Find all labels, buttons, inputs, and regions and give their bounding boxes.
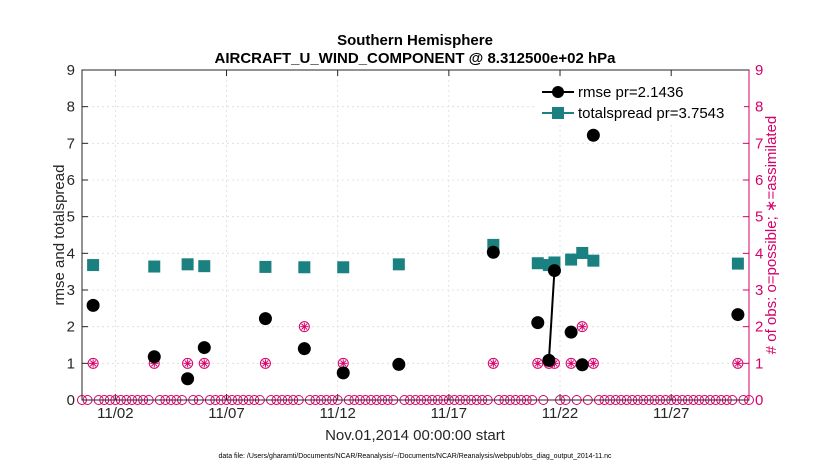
y-ticks-right: 0 1 2 3 4 5 6 7 8 9	[743, 62, 763, 409]
y-right-tick-label: 7	[755, 135, 763, 152]
totalspread-point	[259, 260, 272, 273]
totalspread-point	[337, 261, 350, 274]
legend-box	[534, 80, 744, 124]
y-axis-label-right: # of obs: o=possible; ∗=assimilated	[763, 116, 780, 355]
legend-totalspread-marker	[552, 107, 564, 119]
rmse-point	[336, 366, 350, 380]
x-tick-label: 11/02	[97, 405, 133, 422]
obs-assimilated-marker	[733, 359, 742, 368]
rmse-point	[197, 341, 211, 355]
x-tick-label: 11/27	[653, 405, 689, 422]
y-right-tick-label: 8	[755, 99, 763, 116]
totalspread-point	[298, 261, 311, 274]
totalspread-point	[587, 254, 600, 267]
rmse-point	[147, 350, 161, 364]
y-tick-label: 8	[67, 99, 75, 116]
y-tick-label: 3	[67, 282, 75, 299]
rmse-point	[392, 357, 406, 371]
obs-possible-marker	[532, 357, 544, 369]
obs-assimilated-marker	[578, 322, 587, 331]
totalspread-point	[576, 246, 589, 259]
totalspread-point	[565, 253, 578, 266]
rmse-line-segment	[547, 270, 556, 361]
rmse-point	[564, 325, 578, 339]
rmse-point	[486, 245, 500, 259]
plot-area	[82, 70, 749, 400]
rmse-point	[586, 128, 600, 142]
y-tick-label: 1	[67, 355, 75, 372]
obs-possible-marker	[259, 357, 271, 369]
y-right-tick-label: 4	[755, 245, 763, 262]
y-right-tick-label: 2	[755, 319, 763, 336]
obs-assimilated-marker	[89, 359, 98, 368]
totalspread-point	[392, 258, 405, 271]
obs-assimilated-marker	[589, 359, 598, 368]
obs-assimilated-marker	[200, 359, 209, 368]
obs-possible-marker	[182, 357, 194, 369]
x-tick-label: 11/17	[431, 405, 467, 422]
x-tick-label: 11/12	[319, 405, 355, 422]
y-axis-label: rmse and totalspread	[51, 165, 68, 306]
y-tick-label: 0	[67, 392, 75, 409]
y-right-tick-label: 3	[755, 282, 763, 299]
y-tick-label: 9	[67, 62, 75, 79]
obs-assimilated-marker	[300, 322, 309, 331]
rmse-point	[542, 353, 556, 367]
rmse-point	[575, 358, 589, 372]
totalspread-point	[148, 260, 161, 273]
y-tick-label: 4	[67, 245, 75, 262]
legend-rmse-marker	[552, 86, 564, 98]
y-right-tick-label: 5	[755, 209, 763, 226]
y-tick-label: 7	[67, 135, 75, 152]
obs-assimilated-marker	[183, 359, 192, 368]
rmse-series	[86, 128, 745, 386]
y-right-tick-label: 0	[755, 392, 763, 409]
x-tick-label: 11/07	[208, 405, 244, 422]
legend: rmse pr=2.1436 totalspread pr=3.7543	[534, 80, 744, 124]
totalspread-point	[731, 257, 744, 270]
legend-rmse-label: rmse pr=2.1436	[578, 84, 683, 101]
obs-assimilated-marker	[533, 359, 542, 368]
rmse-point	[258, 312, 272, 326]
x-tick-label: 11/22	[542, 405, 578, 422]
obs-assimilated-marker	[339, 359, 348, 368]
chart-subtitle: AIRCRAFT_U_WIND_COMPONENT @ 8.312500e+02…	[215, 50, 617, 67]
totalspread-point	[87, 259, 100, 272]
rmse-point	[731, 308, 745, 322]
x-ticks: 11/02 11/07 11/12 11/17 11/22 11/27	[97, 70, 689, 422]
data-file-footnote: data file: /Users/gharamti/Documents/NCA…	[218, 453, 612, 460]
obs-possible-marker	[487, 357, 499, 369]
obs-assimilated-marker	[261, 359, 270, 368]
y-tick-label: 2	[67, 319, 75, 336]
rmse-point	[181, 372, 195, 386]
totalspread-point	[181, 258, 194, 271]
obs-assimilated-marker	[567, 359, 576, 368]
rmse-point	[297, 342, 311, 356]
obs-assimilated-marker	[489, 359, 498, 368]
obs-possible-marker	[298, 321, 310, 333]
rmse-point	[531, 316, 545, 330]
chart-title: Southern Hemisphere	[337, 32, 493, 49]
y-right-tick-label: 6	[755, 172, 763, 189]
obs-possible-marker	[732, 357, 744, 369]
grid-lines	[82, 69, 749, 401]
rmse-point	[547, 264, 561, 278]
obs-possible-marker	[198, 357, 210, 369]
y-tick-label: 6	[67, 172, 75, 189]
x-axis-label: Nov.01,2014 00:00:00 start	[325, 427, 506, 444]
totalspread-point	[198, 260, 211, 273]
rmse-point	[86, 298, 100, 312]
legend-totalspread-label: totalspread pr=3.7543	[578, 105, 724, 122]
obs-possible-marker	[576, 321, 588, 333]
totalspread-point	[531, 257, 544, 270]
y-tick-label: 5	[67, 209, 75, 226]
y-right-tick-label: 9	[755, 62, 763, 79]
obs-possible-marker	[87, 357, 99, 369]
y-right-tick-label: 1	[755, 355, 763, 372]
